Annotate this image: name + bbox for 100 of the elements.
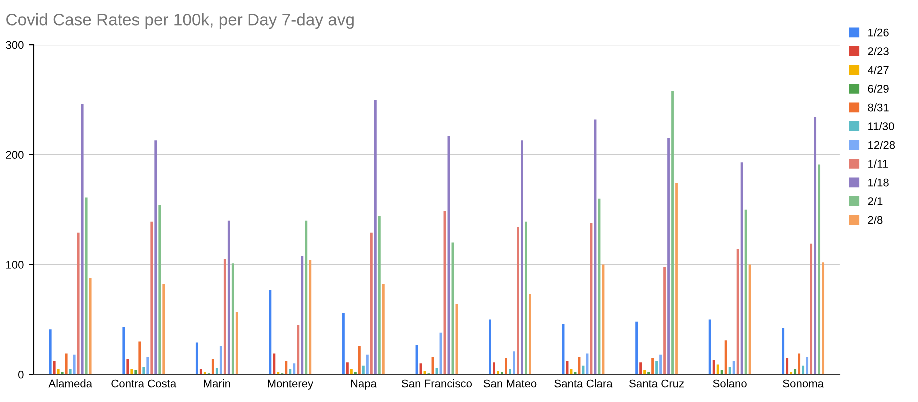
bar [297, 325, 300, 375]
bar [293, 364, 296, 375]
y-tick-label: 0 [18, 370, 24, 379]
bar [521, 140, 524, 375]
bar [810, 244, 813, 375]
bar [216, 368, 218, 375]
bar [228, 220, 230, 375]
legend-label: 11/30 [868, 122, 894, 130]
bar [382, 284, 385, 375]
bar [724, 340, 728, 375]
bar [269, 290, 272, 375]
x-tick-label: Sonoma [783, 380, 824, 388]
bar [493, 362, 496, 375]
x-tick-label: Monterey [268, 380, 314, 390]
bar [728, 366, 732, 375]
bar [822, 262, 825, 375]
bar [305, 220, 308, 375]
legend-label: 2/8 [868, 216, 883, 224]
bar [134, 370, 138, 375]
bar [648, 372, 650, 375]
x-tick-label: Marin [204, 380, 230, 388]
bar [200, 369, 202, 375]
bar [285, 361, 288, 375]
bar [732, 361, 736, 375]
bar [720, 370, 724, 375]
bar [236, 312, 238, 375]
x-tick-label: San Mateo [484, 380, 537, 388]
bar [525, 222, 528, 375]
legend-label: 1/18 [868, 178, 889, 187]
bar [309, 260, 312, 375]
bar [716, 364, 720, 375]
bar [65, 354, 68, 375]
bar [224, 259, 226, 375]
bar [672, 91, 674, 375]
legend-label: 4/27 [868, 66, 889, 74]
bar [529, 294, 532, 375]
x-tick-label: Contra Costa [112, 380, 177, 388]
bar [818, 164, 821, 375]
bar [220, 346, 222, 375]
legend-label: 2/23 [868, 47, 889, 56]
bar [53, 361, 56, 375]
bar [782, 328, 785, 375]
bar [374, 100, 377, 375]
x-tick-label: Santa Clara [554, 380, 613, 388]
bar [814, 118, 817, 375]
bar [130, 369, 134, 375]
bar [85, 198, 88, 375]
bar [138, 342, 142, 375]
bar [668, 138, 670, 375]
bar [794, 369, 797, 375]
bar [652, 358, 654, 375]
x-tick-label: San Francisco [402, 380, 472, 388]
bar [89, 278, 92, 375]
bar [790, 372, 793, 375]
bar [786, 358, 789, 375]
bar [378, 216, 381, 375]
x-tick-label: Santa Cruz [630, 380, 684, 388]
bar [154, 140, 158, 375]
bar [73, 354, 76, 375]
bar [509, 369, 512, 375]
bar [346, 362, 349, 375]
bar [640, 362, 642, 375]
bar [232, 264, 234, 375]
bar [802, 366, 805, 375]
bar [126, 359, 130, 375]
bar [636, 322, 638, 375]
bar [644, 370, 646, 375]
bar [277, 372, 280, 375]
bar [289, 369, 292, 375]
legend-label: 8/31 [868, 104, 889, 112]
bar [57, 369, 60, 375]
bar [806, 357, 809, 375]
legend-label: 1/11 [868, 160, 888, 168]
bar [273, 354, 276, 375]
bar [196, 342, 198, 375]
bar [362, 366, 365, 375]
bar [505, 358, 508, 375]
legend-label: 12/28 [868, 141, 896, 150]
bar [342, 313, 345, 375]
bar [497, 371, 500, 375]
bar [142, 366, 146, 375]
x-tick-label: Solano [713, 380, 747, 388]
bar [150, 222, 154, 375]
bar [501, 372, 504, 375]
bar [676, 183, 678, 375]
bar [708, 320, 712, 375]
bar [366, 354, 369, 375]
bar [736, 249, 740, 375]
bar [798, 354, 801, 375]
bar [358, 346, 361, 375]
legend-label: 1/26 [868, 28, 889, 37]
bar [660, 354, 662, 375]
chart-title: Covid Case Rates per 100k, per Day 7-day avg [6, 14, 354, 30]
bar [712, 360, 716, 375]
bar [122, 327, 126, 375]
bar [664, 266, 666, 375]
y-tick-label: 100 [6, 261, 24, 269]
bar [489, 320, 492, 375]
bar [350, 369, 353, 375]
bar [69, 369, 72, 375]
